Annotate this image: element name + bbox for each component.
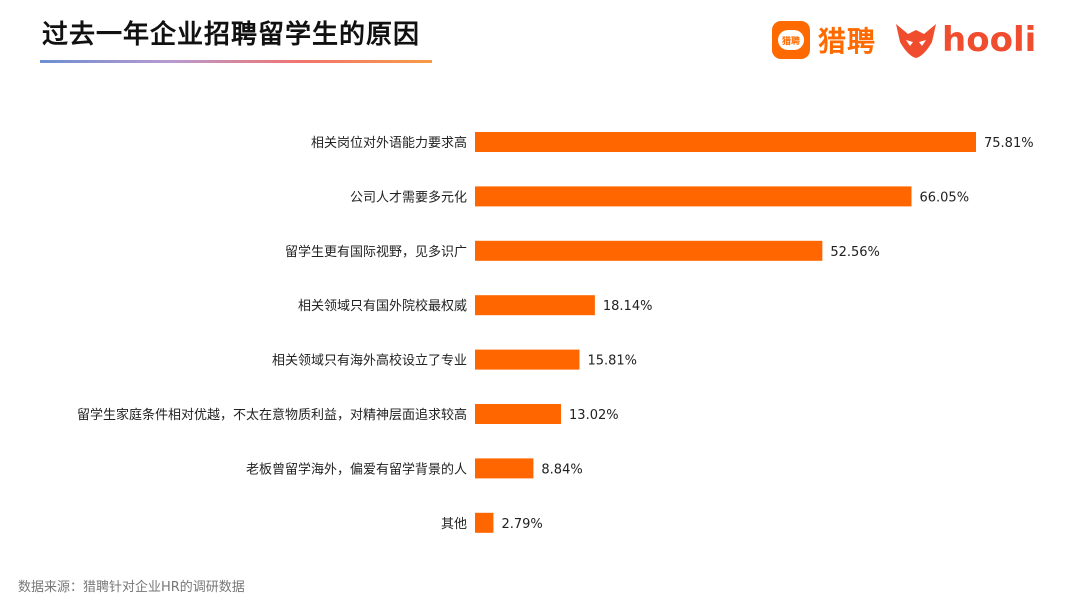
value-label: 15.81% xyxy=(587,354,637,369)
liepin-logo-text: 猎聘 xyxy=(818,25,877,58)
value-label: 8.84% xyxy=(541,462,582,477)
bar xyxy=(475,295,595,316)
liepin-logo-icon: 猎聘 xyxy=(772,21,810,59)
category-label: 相关领域只有海外高校设立了专业 xyxy=(272,353,467,369)
category-label: 其他 xyxy=(441,517,467,532)
value-label: 13.02% xyxy=(569,408,619,423)
bar xyxy=(475,240,823,261)
hooli-logo-text: hooli xyxy=(942,20,1037,60)
hooli-fox-icon xyxy=(896,24,937,58)
bar xyxy=(475,458,534,479)
bar xyxy=(475,512,494,533)
category-label: 公司人才需要多元化 xyxy=(350,189,467,205)
bar xyxy=(475,132,976,152)
value-label: 2.79% xyxy=(501,517,542,532)
liepin-badge-text: 猎聘 xyxy=(778,30,804,50)
value-label: 66.05% xyxy=(919,190,969,205)
data-source: 数据来源：猎聘针对企业HR的调研数据 xyxy=(18,580,245,595)
bar xyxy=(475,186,912,207)
title-underline xyxy=(40,60,432,63)
category-label: 老板曾留学海外，偏爱有留学背景的人 xyxy=(246,461,467,477)
value-label: 18.14% xyxy=(603,299,653,314)
logo-group: 猎聘 猎聘 hooli xyxy=(772,18,1036,62)
value-label: 52.56% xyxy=(830,245,880,260)
category-label: 留学生家庭条件相对优越，不太在意物质利益，对精神层面追求较高 xyxy=(77,407,467,423)
category-label: 留学生更有国际视野，见多识广 xyxy=(285,244,467,260)
value-label: 75.81% xyxy=(984,136,1034,151)
category-label: 相关领域只有国外院校最权威 xyxy=(298,298,467,314)
bar xyxy=(475,404,562,424)
category-label: 相关岗位对外语能力要求高 xyxy=(311,135,467,151)
page-title: 过去一年企业招聘留学生的原因 xyxy=(42,20,421,50)
bar xyxy=(475,349,580,370)
